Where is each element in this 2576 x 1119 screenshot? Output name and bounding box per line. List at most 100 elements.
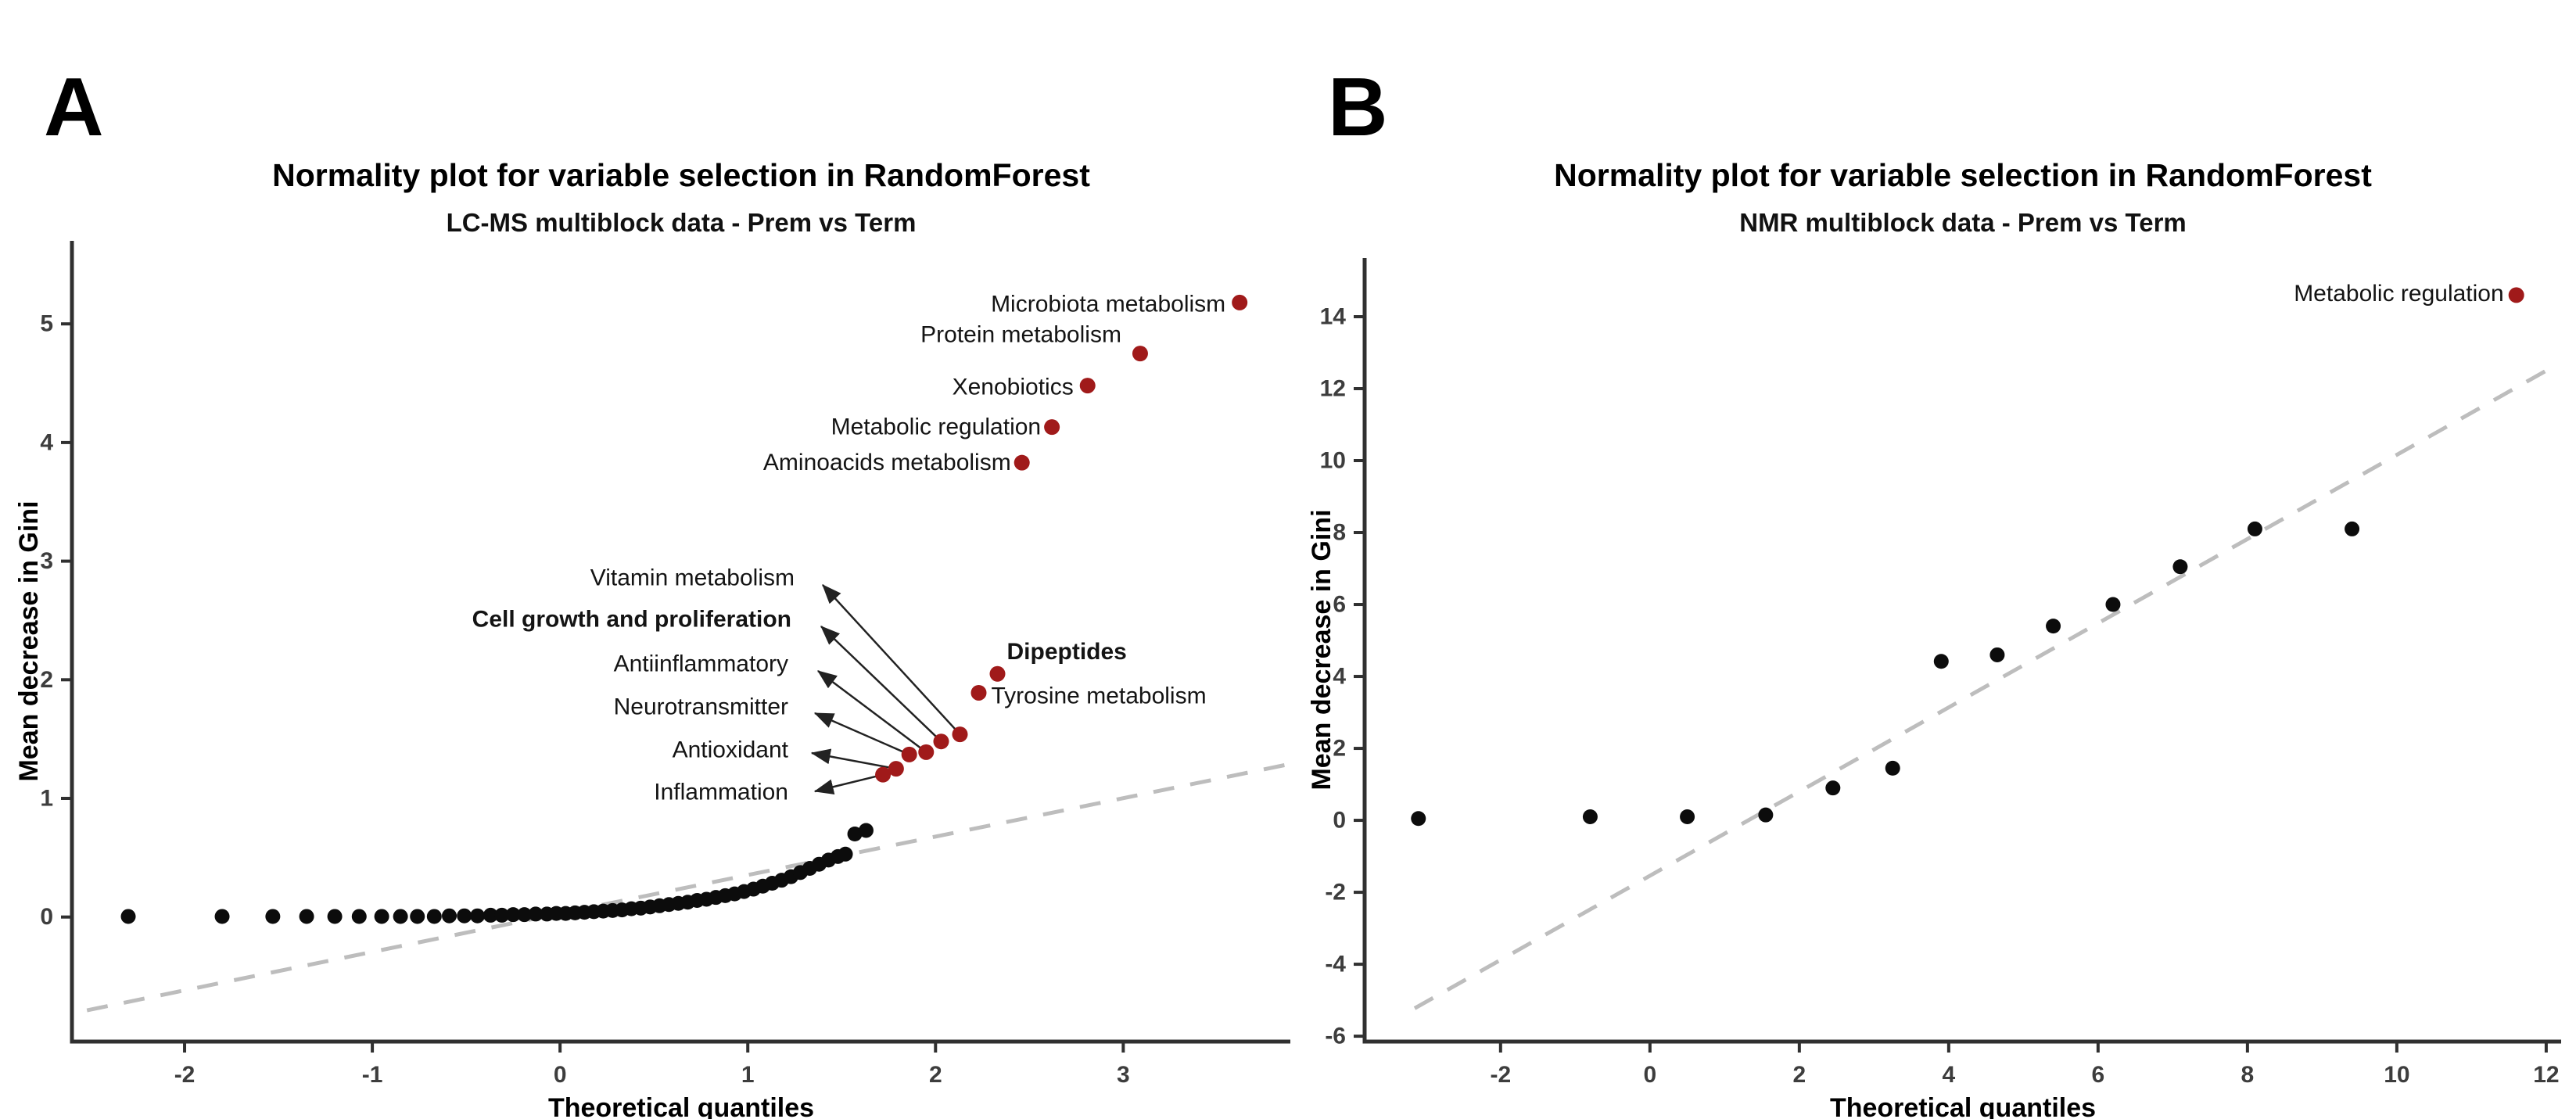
annotation-arrow bbox=[820, 626, 942, 743]
y-tick-label: -6 bbox=[1325, 1024, 1346, 1049]
data-point bbox=[442, 908, 457, 924]
data-point bbox=[517, 907, 533, 923]
highlighted-data-point bbox=[875, 766, 892, 783]
highlighted-data-point bbox=[952, 726, 968, 743]
data-point bbox=[858, 823, 874, 838]
labeled-data-point bbox=[1079, 378, 1096, 394]
data-point bbox=[847, 827, 863, 842]
data-point bbox=[1582, 809, 1598, 824]
data-point bbox=[410, 909, 425, 924]
point-label: Xenobiotics bbox=[953, 375, 1074, 400]
labeled-data-point bbox=[2508, 287, 2524, 303]
point-label: Tyrosine metabolism bbox=[991, 683, 1206, 708]
y-axis-title: Mean decrease in Gini bbox=[14, 500, 44, 781]
annotation-label: Cell growth and proliferation bbox=[472, 607, 791, 633]
y-tick-label: 5 bbox=[40, 311, 53, 337]
data-point bbox=[528, 906, 544, 922]
x-tick-label: 10 bbox=[2384, 1062, 2409, 1088]
labeled-data-point bbox=[1044, 419, 1060, 436]
point-label: Aminoacids metabolism bbox=[763, 450, 1011, 475]
reference-dashed-line bbox=[1413, 362, 2559, 1010]
y-tick-label: -4 bbox=[1325, 952, 1346, 977]
data-point bbox=[457, 908, 472, 924]
y-tick-label: 1 bbox=[40, 786, 53, 812]
x-tick-label: 1 bbox=[741, 1062, 755, 1088]
x-tick-label: -1 bbox=[362, 1062, 383, 1088]
x-axis-title: Theoretical quantiles bbox=[1830, 1093, 2096, 1119]
x-tick-label: 2 bbox=[1792, 1062, 1806, 1088]
reference-dashed-line bbox=[86, 762, 1287, 1013]
panel-lcms-chart: Normality plot for variable selection in… bbox=[14, 157, 1290, 1119]
data-point bbox=[2046, 619, 2061, 634]
data-point bbox=[1825, 780, 1841, 796]
annotation-arrow bbox=[813, 712, 910, 756]
data-point bbox=[1758, 807, 1774, 823]
data-point bbox=[393, 909, 408, 924]
x-tick-label: 0 bbox=[554, 1062, 567, 1088]
data-point bbox=[426, 909, 442, 924]
data-point bbox=[374, 909, 389, 924]
data-point bbox=[1680, 809, 1695, 824]
x-tick-label: 3 bbox=[1117, 1062, 1130, 1088]
point-label: Microbiota metabolism bbox=[991, 291, 1225, 317]
y-axis-title: Mean decrease in Gini bbox=[1307, 509, 1336, 790]
y-tick-label: 14 bbox=[1320, 303, 1347, 329]
point-label: Metabolic regulation bbox=[831, 414, 1042, 440]
annotation-arrow bbox=[822, 584, 961, 735]
labeled-data-point bbox=[970, 684, 987, 701]
annotation-label: Antiinflammatory bbox=[614, 651, 788, 677]
annotation-arrow bbox=[817, 670, 927, 753]
data-point bbox=[494, 907, 510, 923]
x-tick-label: -2 bbox=[174, 1062, 196, 1088]
chart-title: Normality plot for variable selection in… bbox=[1554, 157, 2372, 193]
y-tick-label: 3 bbox=[40, 548, 53, 574]
x-tick-label: 0 bbox=[1643, 1062, 1656, 1088]
chart-subtitle: LC-MS multiblock data - Prem vs Term bbox=[447, 208, 917, 237]
data-point bbox=[2172, 559, 2188, 575]
annotation-arrow bbox=[813, 773, 884, 795]
labeled-data-point bbox=[1014, 454, 1030, 471]
y-tick-label: -2 bbox=[1325, 880, 1346, 906]
data-point bbox=[2247, 521, 2262, 536]
data-point bbox=[1933, 654, 1949, 669]
highlighted-data-point bbox=[888, 761, 904, 777]
highlighted-data-point bbox=[918, 744, 935, 760]
y-tick-label: 8 bbox=[1333, 520, 1346, 546]
x-tick-label: 8 bbox=[2241, 1062, 2255, 1088]
data-point bbox=[299, 909, 314, 924]
y-tick-label: 6 bbox=[1333, 592, 1346, 618]
highlighted-data-point bbox=[933, 733, 949, 750]
y-tick-label: 0 bbox=[40, 904, 53, 930]
y-tick-label: 12 bbox=[1320, 376, 1346, 402]
data-point bbox=[1885, 760, 1900, 776]
x-tick-label: 12 bbox=[2533, 1062, 2559, 1088]
data-point bbox=[351, 909, 367, 924]
highlighted-data-point bbox=[901, 746, 917, 762]
y-tick-label: 4 bbox=[1333, 664, 1346, 690]
data-point bbox=[470, 908, 486, 924]
chart-subtitle: NMR multiblock data - Prem vs Term bbox=[1739, 208, 2187, 237]
x-tick-label: 2 bbox=[929, 1062, 942, 1088]
y-tick-label: 0 bbox=[1333, 808, 1346, 834]
labeled-data-point bbox=[989, 665, 1006, 682]
point-label: Dipeptides bbox=[1007, 639, 1127, 665]
data-point bbox=[838, 846, 853, 862]
data-point bbox=[1411, 811, 1426, 827]
annotation-arrow bbox=[810, 748, 897, 770]
labeled-data-point bbox=[1132, 346, 1148, 362]
y-tick-label: 2 bbox=[1333, 736, 1346, 762]
annotation-label: Inflammation bbox=[654, 780, 788, 805]
data-point bbox=[505, 907, 521, 923]
labeled-data-point bbox=[1232, 294, 1248, 310]
y-tick-label: 4 bbox=[40, 429, 53, 455]
data-point bbox=[120, 909, 136, 924]
y-tick-label: 2 bbox=[40, 667, 53, 693]
panel-nmr-chart: Normality plot for variable selection in… bbox=[1307, 157, 2561, 1119]
data-point bbox=[214, 909, 230, 924]
data-point bbox=[265, 909, 281, 924]
x-tick-label: -2 bbox=[1490, 1062, 1511, 1088]
point-label: Metabolic regulation bbox=[2294, 281, 2504, 307]
data-point bbox=[1989, 647, 2005, 662]
